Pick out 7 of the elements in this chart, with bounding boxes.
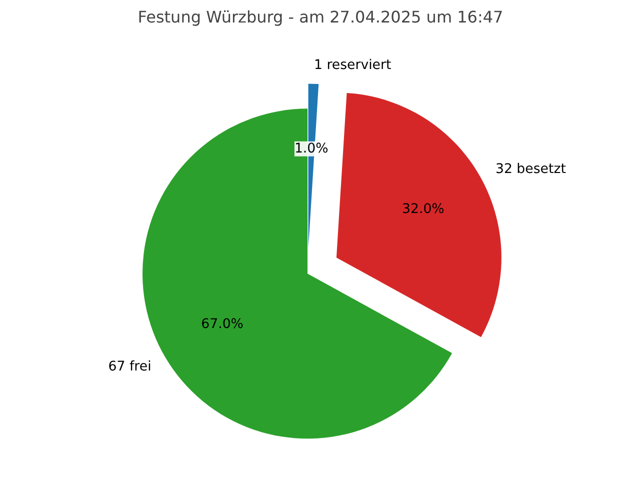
slice-label: 1 reserviert: [314, 58, 392, 74]
slice-label: 67 frei: [108, 359, 152, 374]
data-label: 1.0%: [294, 141, 328, 156]
chart-title: Festung Würzburg - am 27.04.2025 um 16:47: [138, 8, 504, 26]
data-label: 67.0%: [201, 317, 244, 332]
slice-label: 32 besetzt: [495, 162, 566, 177]
data-label: 32.0%: [402, 202, 444, 217]
